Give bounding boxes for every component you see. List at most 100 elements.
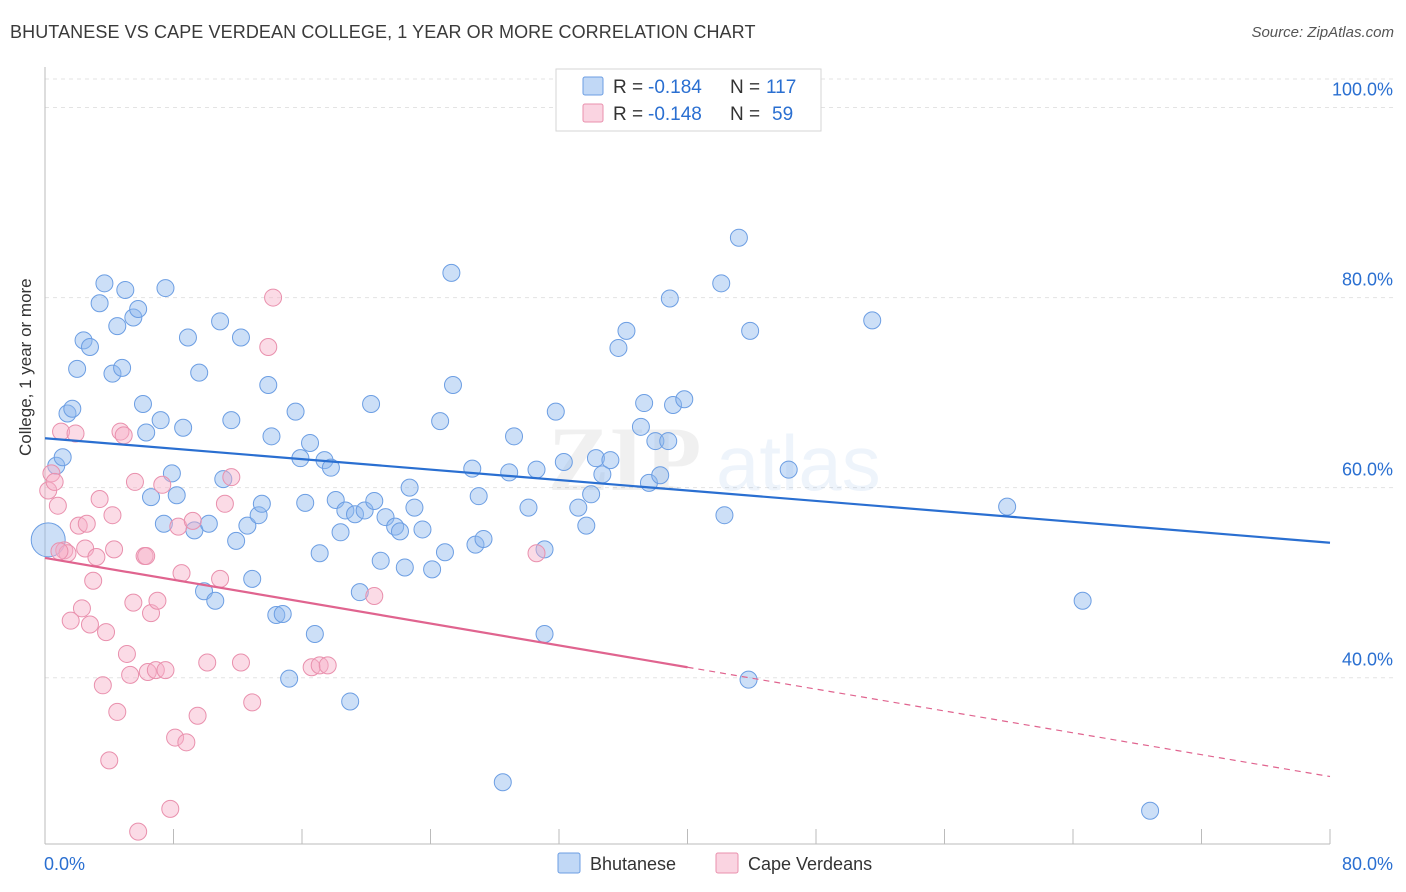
cape-verdean-point-3[interactable] [48, 496, 67, 515]
bhutanese-point-77[interactable] [469, 487, 488, 506]
bhutanese-point-80[interactable] [500, 463, 519, 482]
cape-verdean-point-42[interactable] [183, 511, 202, 530]
cape-verdean-point-48[interactable] [231, 653, 250, 672]
bhutanese-point-95[interactable] [617, 321, 636, 340]
bhutanese-point-43[interactable] [273, 605, 292, 624]
cape-verdean-point-50[interactable] [259, 337, 278, 356]
bhutanese-point-90[interactable] [582, 485, 601, 504]
bhutanese-point-19[interactable] [151, 411, 170, 430]
bhutanese-point-30[interactable] [206, 591, 225, 610]
cape-verdean-point-37[interactable] [161, 799, 180, 818]
bhutanese-point-72[interactable] [435, 543, 454, 562]
bhutanese-point-31[interactable] [211, 312, 230, 331]
bhutanese-point-14[interactable] [124, 308, 143, 327]
bhutanese-point-71[interactable] [431, 412, 450, 431]
bhutanese-point-10[interactable] [103, 364, 122, 383]
cape-verdean-point-57[interactable] [50, 542, 69, 561]
cape-verdean-point-14[interactable] [84, 571, 103, 590]
bhutanese-point-69[interactable] [413, 520, 432, 539]
bhutanese-point-3[interactable] [58, 404, 77, 423]
cape-verdean-point-21[interactable] [105, 540, 124, 559]
bhutanese-point-40[interactable] [259, 376, 278, 394]
bhutanese-point-96[interactable] [631, 417, 650, 436]
cape-verdean-point-33[interactable] [146, 661, 165, 680]
bhutanese-point-103[interactable] [675, 390, 694, 409]
bhutanese-point-12[interactable] [113, 358, 132, 377]
cape-verdean-point-8[interactable] [66, 424, 85, 443]
cape-verdean-point-38[interactable] [166, 728, 185, 747]
bhutanese-point-111[interactable] [998, 497, 1017, 516]
cape-verdean-point-44[interactable] [198, 653, 217, 672]
cape-verdean-point-28[interactable] [125, 472, 144, 491]
bhutanese-point-15[interactable] [129, 299, 148, 318]
bhutanese-point-57[interactable] [346, 505, 365, 524]
bhutanese-point-86[interactable] [546, 402, 565, 421]
bhutanese-point-101[interactable] [659, 432, 678, 451]
cape-verdean-point-56[interactable] [527, 544, 546, 563]
bhutanese-point-63[interactable] [376, 508, 395, 527]
bhutanese-point-79[interactable] [493, 773, 512, 792]
bhutanese-point-85[interactable] [535, 624, 554, 643]
bhutanese-point-18[interactable] [142, 488, 161, 507]
cape-verdean-point-26[interactable] [121, 665, 140, 684]
cape-verdean-point-24[interactable] [114, 426, 133, 445]
bhutanese-point-82[interactable] [519, 498, 538, 517]
bhutanese-point-29[interactable] [199, 514, 218, 533]
bhutanese-point-106[interactable] [729, 228, 748, 247]
cape-verdean-point-34[interactable] [148, 591, 167, 610]
cape-verdean-point-25[interactable] [117, 644, 136, 663]
bhutanese-point-62[interactable] [371, 551, 390, 570]
cape-verdean-point-54[interactable] [318, 656, 337, 675]
bhutanese-point-104[interactable] [712, 274, 731, 293]
cape-verdean-point-51[interactable] [264, 288, 283, 307]
cape-verdean-point-17[interactable] [93, 676, 112, 695]
cape-verdean-point-10[interactable] [72, 599, 91, 618]
bhutanese-point-41[interactable] [262, 427, 281, 446]
bhutanese-point-99[interactable] [646, 432, 665, 451]
bhutanese-point-27[interactable] [190, 363, 209, 382]
bhutanese-point-6[interactable] [74, 331, 93, 350]
bhutanese-point-114[interactable] [660, 289, 679, 308]
bhutanese-point-9[interactable] [95, 274, 114, 293]
bhutanese-point-38[interactable] [249, 506, 268, 525]
bhutanese-point-44[interactable] [280, 669, 299, 688]
cape-verdean-point-12[interactable] [77, 514, 96, 533]
cape-verdean-point-13[interactable] [80, 615, 99, 634]
bhutanese-point-25[interactable] [178, 328, 197, 347]
bhutanese-point-42[interactable] [267, 605, 286, 624]
bhutanese-point-55[interactable] [336, 501, 355, 520]
bhutanese-point-54[interactable] [331, 523, 350, 542]
bhutanese-point-70[interactable] [423, 560, 442, 579]
bhutanese-point-102[interactable] [664, 395, 683, 414]
bhutanese-point-47[interactable] [296, 493, 315, 512]
bhutanese-point-78[interactable] [474, 529, 493, 548]
bhutanese-point-59[interactable] [355, 501, 374, 520]
bhutanese-point-45[interactable] [286, 402, 305, 421]
cape-verdean-point-18[interactable] [97, 623, 116, 642]
bhutanese-point-5[interactable] [68, 359, 87, 378]
cape-verdean-point-22[interactable] [108, 702, 127, 721]
bhutanese-point-65[interactable] [390, 522, 409, 541]
bhutanese-point-48[interactable] [301, 433, 320, 452]
bhutanese-point-100[interactable] [651, 466, 670, 485]
bhutanese-point-66[interactable] [395, 558, 414, 577]
bhutanese-point-58[interactable] [350, 583, 369, 602]
bhutanese-point-52[interactable] [321, 458, 340, 477]
bhutanese-point-105[interactable] [715, 506, 734, 525]
cape-verdean-point-36[interactable] [156, 661, 175, 680]
bottom-legend-bhutanese[interactable]: Bhutanese [590, 854, 676, 874]
cape-verdean-point-16[interactable] [90, 490, 109, 509]
cape-verdean-point-35[interactable] [153, 475, 172, 494]
bhutanese-point-33[interactable] [222, 411, 241, 430]
bhutanese-point-67[interactable] [400, 478, 419, 497]
bhutanese-point-87[interactable] [554, 452, 573, 471]
bhutanese-point-35[interactable] [231, 328, 250, 347]
cape-verdean-point-2[interactable] [45, 472, 64, 491]
bhutanese-point-21[interactable] [156, 279, 175, 298]
bhutanese-point-50[interactable] [310, 544, 329, 563]
bhutanese-point-2[interactable] [53, 448, 72, 467]
bhutanese-point-56[interactable] [341, 692, 360, 711]
cape-verdean-point-46[interactable] [215, 494, 234, 513]
cape-verdean-point-49[interactable] [243, 693, 262, 712]
bhutanese-point-91[interactable] [586, 449, 605, 468]
